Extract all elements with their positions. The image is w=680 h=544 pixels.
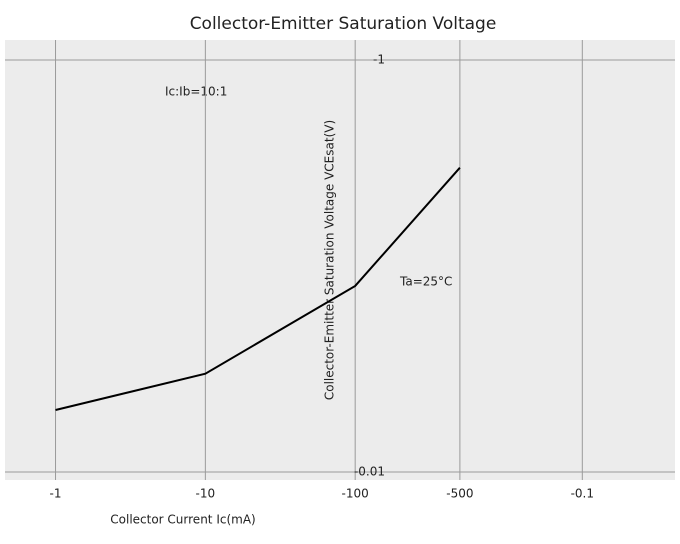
y-tick-label: -0.01 xyxy=(354,465,385,479)
plot-area xyxy=(5,40,675,480)
annotation: Ic:Ib=10:1 xyxy=(165,85,227,99)
y-axis-label: Collector-Emitter Saturation Voltage VCE… xyxy=(323,120,337,400)
x-tick-label: -0.1 xyxy=(571,487,594,501)
x-tick-label: -10 xyxy=(196,487,216,501)
x-tick-label: -100 xyxy=(342,487,369,501)
chart-title: Collector-Emitter Saturation Voltage xyxy=(190,14,497,34)
x-tick-label: -500 xyxy=(446,487,473,501)
annotation: Ta=25°C xyxy=(399,275,452,289)
line xyxy=(55,167,461,411)
x-tick-label: -1 xyxy=(50,487,62,501)
y-tick-label: -1 xyxy=(373,53,385,67)
x-axis-label: Collector Current Ic(mA) xyxy=(110,513,255,527)
